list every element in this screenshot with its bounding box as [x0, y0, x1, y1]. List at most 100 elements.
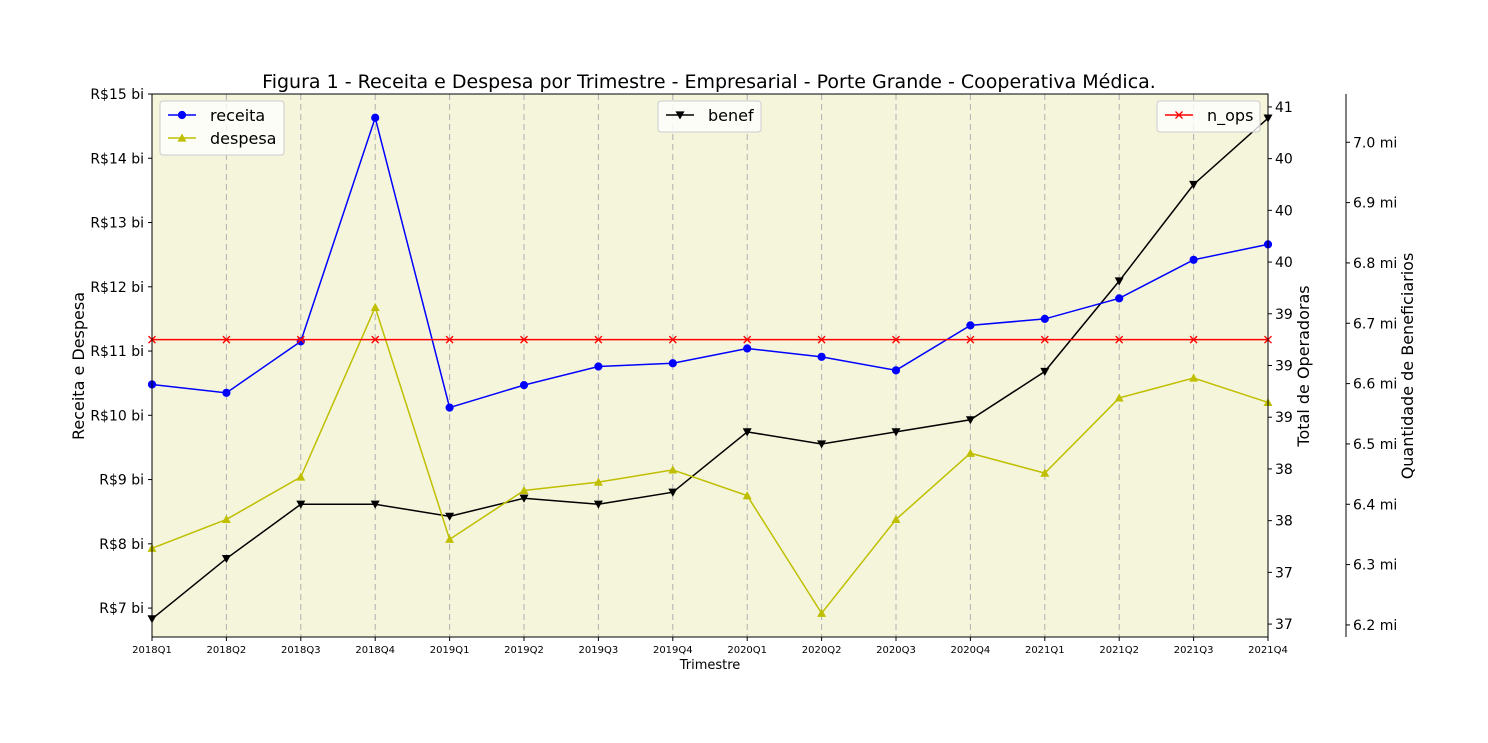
left-tick-label: R$9 bi: [99, 473, 144, 489]
chart-title: Figura 1 - Receita e Despesa por Trimest…: [262, 71, 1156, 93]
point-despesa-2021Q1: [1040, 468, 1050, 477]
x-tick-label-2020Q1: 2020Q1: [727, 645, 767, 656]
left-tick-label: R$14 bi: [90, 151, 144, 167]
point-despesa-2020Q2: [817, 608, 827, 617]
point-benef-2018Q4: [370, 500, 380, 509]
far-right-axis: 6.2 mi 6.3 mi 6.4 mi 6.5 mi 6.6 mi 6.7 mi 6.8 …: [1345, 94, 1397, 637]
legend-label-despesa: despesa: [210, 129, 276, 148]
point-despesa-2020Q1: [742, 491, 752, 500]
point-n_ops-2020Q4: [966, 335, 975, 344]
right-tick-label: 40: [1275, 203, 1293, 219]
point-despesa-2019Q4: [668, 465, 678, 474]
point-benef-2019Q2: [519, 494, 529, 503]
point-receita-2021Q2: [1115, 294, 1124, 303]
point-benef-2019Q4: [668, 488, 678, 497]
legend-upper-right: n_ops: [1156, 100, 1261, 133]
left-tick-label: R$12 bi: [90, 280, 144, 296]
point-despesa-2018Q2: [221, 514, 231, 524]
x-axis-label: Trimestre: [679, 658, 741, 673]
x-tick-label-2019Q4: 2019Q4: [653, 645, 693, 656]
point-receita-2021Q1: [1040, 314, 1049, 324]
point-n_ops-2019Q2: [520, 335, 528, 344]
point-despesa-2019Q1: [445, 534, 455, 543]
legend-upper-left: receita despesa: [159, 100, 285, 156]
series-despesa: [147, 302, 1273, 617]
plot-area: [152, 94, 1268, 637]
point-n_ops-2021Q3: [1189, 335, 1198, 344]
right-tick-label: 37: [1275, 565, 1293, 581]
point-benef-2020Q4: [965, 416, 975, 425]
left-tick-label: R$13 bi: [90, 216, 144, 232]
point-benef-2021Q2: [1114, 277, 1124, 286]
legend-marker-n_ops: [1175, 111, 1183, 119]
point-n_ops-2020Q2: [817, 335, 826, 344]
far-right-tick-label: 6.8 mi: [1353, 256, 1397, 272]
x-tick-label-2020Q3: 2020Q3: [876, 645, 916, 656]
right-tick-label: 41: [1275, 100, 1293, 116]
point-despesa-2021Q2: [1114, 393, 1124, 402]
right-tick-label: 38: [1275, 514, 1293, 530]
grid-lines: [151, 94, 1269, 637]
right-tick-label: 39: [1275, 307, 1293, 323]
point-despesa-2020Q3: [891, 514, 901, 524]
x-tick-label-2018Q2: 2018Q2: [207, 645, 247, 656]
point-despesa-2018Q3: [296, 472, 306, 481]
point-despesa-2021Q3: [1189, 373, 1199, 382]
point-receita-2020Q3: [891, 366, 901, 375]
point-receita-2018Q2: [222, 388, 231, 397]
x-tick-label-2020Q2: 2020Q2: [802, 645, 842, 656]
left-axis: R$7 bi R$8 bi R$9 bi R$10 bi R$11 bi R$12 bi R…: [90, 87, 152, 617]
left-tick-label: R$8 bi: [99, 537, 144, 553]
point-n_ops-2018Q3: [296, 335, 305, 344]
legend-box: [1156, 100, 1261, 133]
right-tick-label: 39: [1275, 359, 1293, 375]
x-axis: 2018Q1 2018Q2 2018Q3 2018Q4 2019Q1 2019Q2 2019…: [132, 637, 1288, 656]
point-despesa-2018Q4: [370, 302, 380, 311]
series-receita: [147, 113, 1273, 412]
x-tick-label-2021Q2: 2021Q2: [1099, 645, 1139, 656]
legend-upper-center: benef: [657, 100, 762, 133]
x-tick-label-2018Q1: 2018Q1: [132, 645, 172, 656]
far-right-tick-label: 6.7 mi: [1353, 316, 1397, 332]
series-n_ops: [148, 335, 1272, 344]
x-tick-label-2018Q4: 2018Q4: [355, 645, 395, 656]
x-tick-label-2021Q3: 2021Q3: [1174, 645, 1214, 656]
legend-marker-despesa: [177, 133, 187, 142]
point-despesa-2019Q2: [519, 485, 529, 495]
x-tick-label-2021Q4: 2021Q4: [1248, 645, 1288, 656]
left-tick-label: R$11 bi: [90, 344, 144, 360]
point-n_ops-2020Q3: [892, 335, 900, 344]
point-receita-2018Q4: [371, 113, 380, 122]
point-n_ops-2020Q1: [743, 335, 752, 344]
series-layer: [147, 113, 1273, 624]
point-benef-2019Q3: [593, 500, 603, 509]
left-axis-label: Receita e Despesa: [69, 292, 88, 440]
point-receita-2019Q4: [668, 359, 677, 368]
point-n_ops-2019Q4: [668, 335, 677, 344]
point-n_ops-2021Q1: [1040, 335, 1049, 344]
point-benef-2020Q1: [742, 428, 752, 437]
point-receita-2020Q2: [817, 352, 826, 361]
legend-label-receita: receita: [210, 106, 265, 125]
series-line-despesa: [151, 305, 1269, 615]
point-n_ops-2018Q2: [222, 335, 231, 344]
x-tick-label-2019Q1: 2019Q1: [430, 645, 470, 656]
point-benef-2018Q2: [221, 554, 231, 564]
far-right-tick-label: 6.9 mi: [1353, 196, 1397, 212]
point-receita-2020Q1: [743, 344, 752, 353]
point-benef-2019Q1: [445, 512, 455, 521]
series-benef: [147, 114, 1273, 624]
point-n_ops-2019Q1: [445, 335, 454, 344]
point-benef-2018Q3: [296, 500, 306, 509]
point-receita-2019Q1: [445, 403, 454, 412]
point-n_ops-2018Q4: [371, 335, 380, 344]
left-tick-label: R$7 bi: [99, 601, 144, 617]
point-n_ops-2019Q3: [594, 335, 603, 344]
x-tick-label-2019Q3: 2019Q3: [579, 645, 619, 656]
right-tick-label: 40: [1275, 255, 1293, 271]
series-line-benef: [151, 117, 1269, 620]
point-benef-2020Q3: [891, 428, 901, 437]
x-tick-label-2019Q2: 2019Q2: [504, 645, 544, 656]
far-right-tick-label: 6.5 mi: [1353, 437, 1397, 453]
